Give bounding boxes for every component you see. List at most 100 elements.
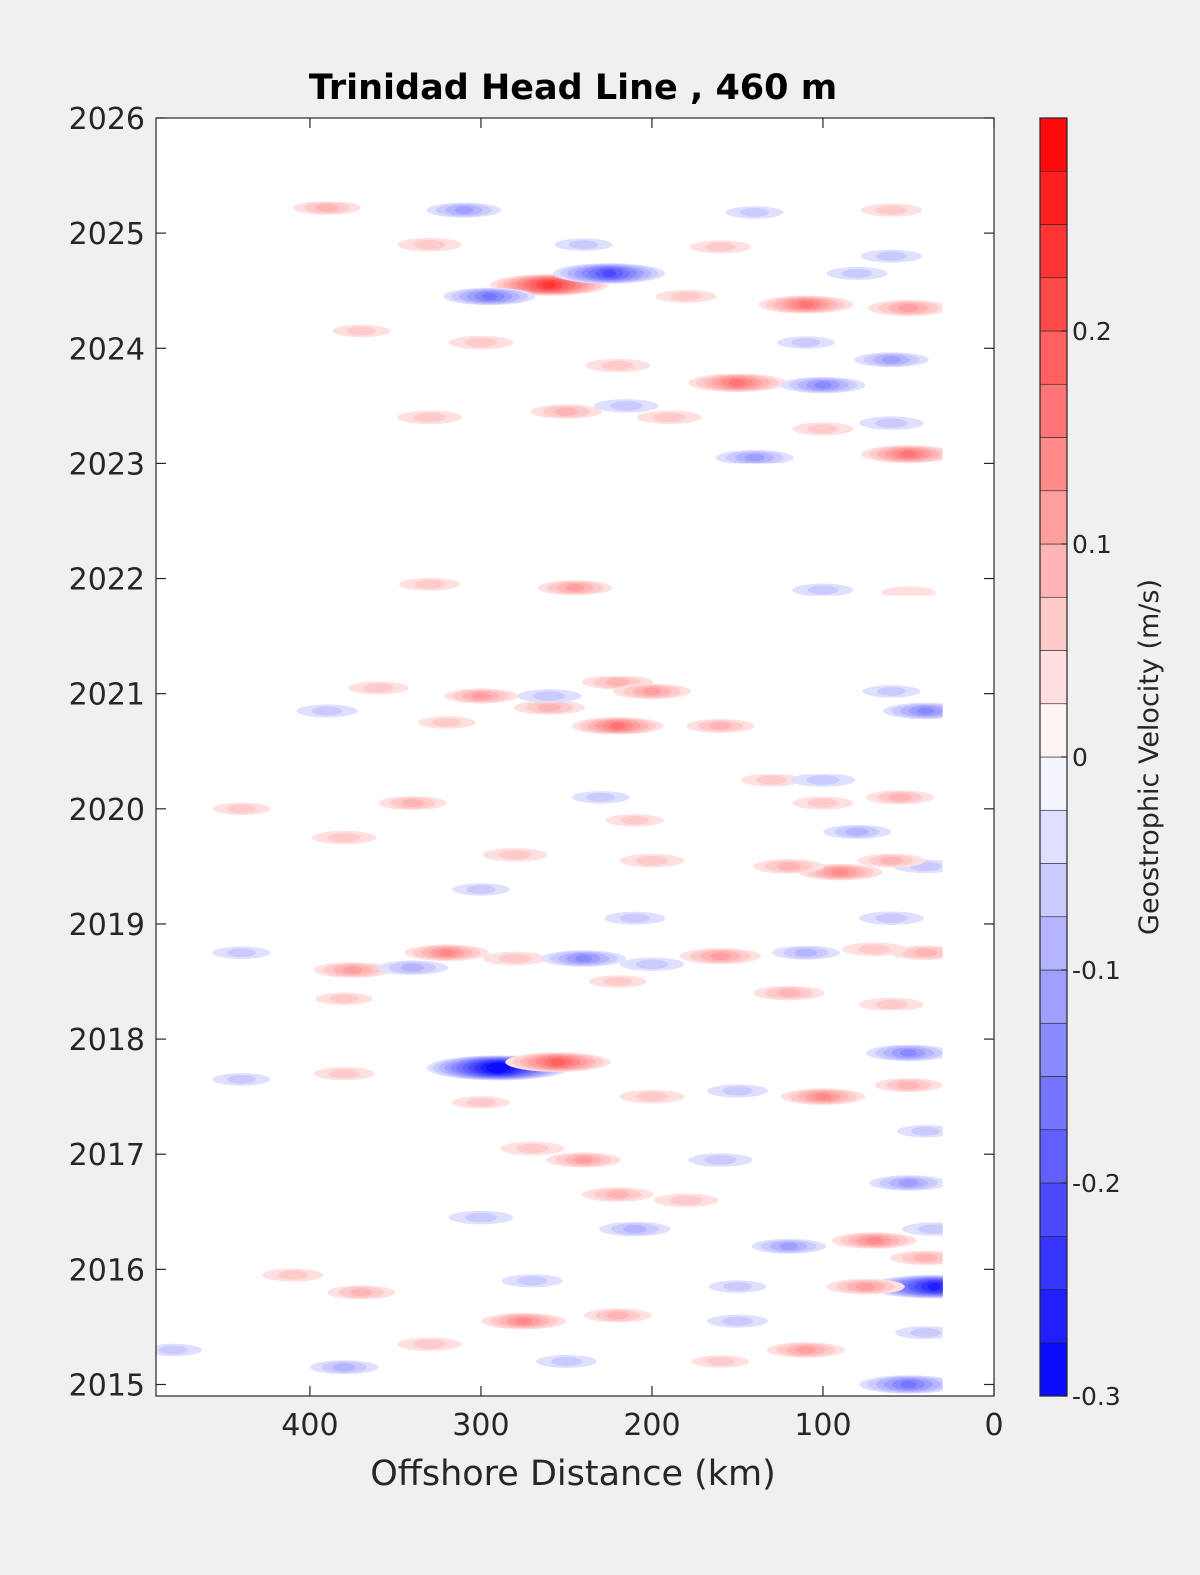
x-tick-label: 0 [984, 1408, 1003, 1443]
x-tick-label: 100 [794, 1408, 851, 1443]
colorbar-band [1039, 703, 1068, 758]
y-tick-label: 2018 [69, 1023, 145, 1058]
contour-level [603, 977, 633, 986]
velocity-anomaly [537, 580, 613, 596]
x-tick-label: 300 [452, 1408, 509, 1443]
velocity-anomaly [327, 1285, 396, 1300]
contour-level [910, 1328, 941, 1338]
velocity-anomaly [517, 689, 582, 703]
velocity-anomaly [501, 1274, 563, 1288]
y-tick-label: 2020 [69, 793, 145, 828]
velocity-anomaly [588, 975, 647, 988]
velocity-anomaly [860, 445, 943, 464]
velocity-anomaly [530, 404, 603, 419]
contour-level [315, 203, 339, 212]
velocity-anomaly [859, 911, 924, 925]
contour-level [277, 1270, 309, 1280]
contour-level [602, 269, 617, 278]
colorbar-tick-label: -0.3 [1072, 1382, 1121, 1411]
y-tick-label: 2016 [69, 1253, 145, 1288]
contour-level [605, 1190, 630, 1199]
velocity-anomaly [790, 773, 856, 787]
contour-level [756, 775, 787, 785]
contour-level [533, 691, 566, 701]
velocity-anomaly [156, 1343, 202, 1357]
contour-level [227, 1074, 256, 1084]
velocity-anomaly [777, 336, 835, 349]
velocity-anomaly [426, 202, 502, 218]
colorbar-band [1039, 330, 1068, 385]
colorbar-band [1039, 916, 1068, 971]
velocity-anomaly [212, 802, 271, 816]
velocity-anomaly [296, 704, 358, 718]
y-tick-label: 2025 [69, 217, 145, 252]
contour-level [744, 453, 765, 462]
velocity-anomaly [513, 700, 585, 715]
colorbar-band [1039, 650, 1068, 705]
velocity-anomaly [653, 1193, 719, 1207]
velocity-anomaly [780, 1088, 866, 1105]
colorbar-band [1039, 543, 1068, 598]
velocity-anomaly [599, 1221, 671, 1237]
contour-level [858, 944, 891, 955]
velocity-anomaly [482, 848, 548, 862]
contour-level [807, 424, 839, 434]
contour-level [876, 205, 907, 215]
contour-level [776, 988, 801, 998]
contour-level [670, 291, 702, 302]
y-tick-label: 2021 [69, 678, 145, 713]
velocity-anomaly [706, 1314, 768, 1328]
velocity-anomaly [604, 911, 666, 925]
contour-level [481, 292, 498, 301]
velocity-anomaly [881, 586, 936, 599]
colorbar-tick-label: 0.1 [1072, 530, 1112, 559]
contour-level [855, 1282, 876, 1291]
contour-level [610, 722, 626, 730]
contour-level [622, 1224, 647, 1234]
velocity-anomaly [417, 716, 476, 729]
velocity-anomaly [655, 290, 717, 303]
velocity-anomaly [535, 1355, 597, 1368]
contour-level [875, 913, 908, 923]
contour-level [574, 1156, 593, 1164]
velocity-anomaly [606, 814, 664, 827]
velocity-anomaly [842, 942, 907, 956]
contour-level [471, 692, 491, 700]
contour-level [499, 953, 532, 964]
contour-level [927, 1282, 941, 1291]
velocity-anomaly [313, 1067, 375, 1081]
contour-level [917, 707, 935, 715]
velocity-anomaly [482, 951, 548, 966]
velocity-anomaly [505, 1052, 611, 1072]
contour-level [911, 1126, 940, 1136]
contour-level [227, 804, 256, 814]
velocity-anomaly [443, 688, 519, 704]
plot-area [155, 117, 995, 1397]
velocity-anomaly [859, 416, 924, 430]
velocity-anomaly [860, 203, 922, 217]
velocity-anomaly [896, 1124, 943, 1138]
velocity-anomaly [859, 1375, 943, 1394]
velocity-anomaly [448, 335, 514, 350]
velocity-anomaly [582, 1187, 654, 1202]
contour-level [554, 407, 579, 416]
velocity-anomaly [869, 1175, 943, 1191]
y-axis-ticks [156, 117, 994, 1386]
contour-level [620, 815, 650, 825]
velocity-anomaly [686, 718, 755, 733]
velocity-anomaly [619, 1089, 685, 1104]
contour-level [791, 338, 821, 347]
colorbar-bands [1039, 117, 1068, 1397]
contour-level [897, 1081, 920, 1090]
contour-level [831, 868, 849, 876]
velocity-anomaly [378, 796, 447, 811]
contour-level [464, 337, 498, 348]
contour-level [876, 251, 907, 261]
contour-level [807, 585, 839, 595]
x-tick-label: 200 [623, 1408, 680, 1443]
contour-level [586, 792, 616, 802]
contour-level [806, 775, 840, 785]
colorbar-band [1039, 170, 1068, 225]
contour-level [537, 703, 562, 712]
contour-level [413, 412, 446, 423]
